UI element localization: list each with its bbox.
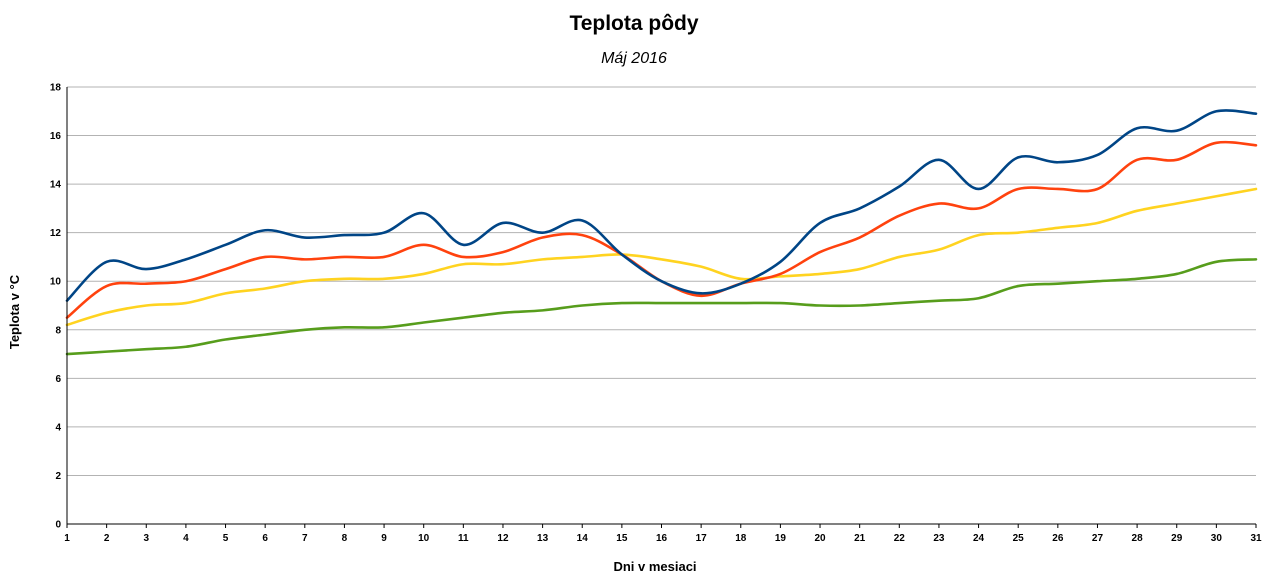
grid-lines (67, 86, 1256, 525)
x-tick-label: 2 (104, 533, 110, 544)
y-tick-label: 14 (50, 180, 62, 191)
x-tick-label: 8 (342, 533, 348, 544)
y-tick-label: 10 (50, 277, 62, 288)
x-tick-label: 29 (1171, 533, 1183, 544)
x-tick-label: 14 (577, 533, 589, 544)
x-tick-label: 30 (1211, 533, 1223, 544)
x-tick-label: 31 (1250, 533, 1262, 544)
x-tick-label: 16 (656, 533, 668, 544)
y-tick-labels: 0 2 4 6 8 10 12 14 16 18 (50, 83, 62, 531)
x-tick-label: 22 (894, 533, 906, 544)
x-tick-label: 1 (64, 533, 70, 544)
y-tick-label: 6 (55, 374, 61, 385)
x-tick-label: 18 (735, 533, 747, 544)
x-axis-label: Dni v mesiaci (613, 559, 696, 574)
x-tick-label: 10 (418, 533, 430, 544)
x-tick-label: 25 (1013, 533, 1025, 544)
x-tick-label: 7 (302, 533, 308, 544)
x-tick-label: 28 (1132, 533, 1144, 544)
x-tick-label: 4 (183, 533, 189, 544)
series-line-1 (65, 109, 1258, 302)
x-tick-label: 13 (537, 533, 549, 544)
y-tick-label: 16 (50, 131, 62, 142)
x-tick-label: 12 (497, 533, 509, 544)
axes (66, 87, 1257, 528)
x-tick-label: 5 (223, 533, 229, 544)
series-line-4 (65, 258, 1258, 356)
y-tick-label: 12 (50, 228, 62, 239)
x-tick-label: 3 (143, 533, 149, 544)
x-tick-label: 24 (973, 533, 985, 544)
chart-title: Teplota pôdy (569, 12, 698, 35)
x-tick-label: 15 (616, 533, 628, 544)
y-tick-label: 0 (55, 520, 61, 531)
y-tick-label: 4 (55, 422, 61, 433)
series-lines (65, 109, 1258, 356)
x-tick-label: 17 (696, 533, 708, 544)
x-tick-label: 23 (933, 533, 945, 544)
x-tick-label: 20 (814, 533, 826, 544)
x-tick-label: 27 (1092, 533, 1104, 544)
x-tick-label: 6 (262, 533, 268, 544)
chart-subtitle: Máj 2016 (601, 50, 667, 67)
x-tick-labels: 1 2 3 4 5 6 7 8 9 10 11 12 13 14 15 16 17 18 19 20 21 22 23 24 2… (64, 533, 1262, 544)
x-tick-label: 9 (381, 533, 387, 544)
x-tick-label: 19 (775, 533, 787, 544)
x-tick-label: 26 (1052, 533, 1064, 544)
x-tick-label: 11 (458, 533, 469, 544)
series-line-3 (65, 187, 1258, 327)
y-axis-label: Teplota v °C (7, 274, 22, 349)
y-tick-label: 18 (50, 83, 62, 94)
y-tick-label: 2 (55, 471, 61, 482)
x-tick-label: 21 (854, 533, 866, 544)
y-tick-label: 8 (55, 325, 61, 336)
